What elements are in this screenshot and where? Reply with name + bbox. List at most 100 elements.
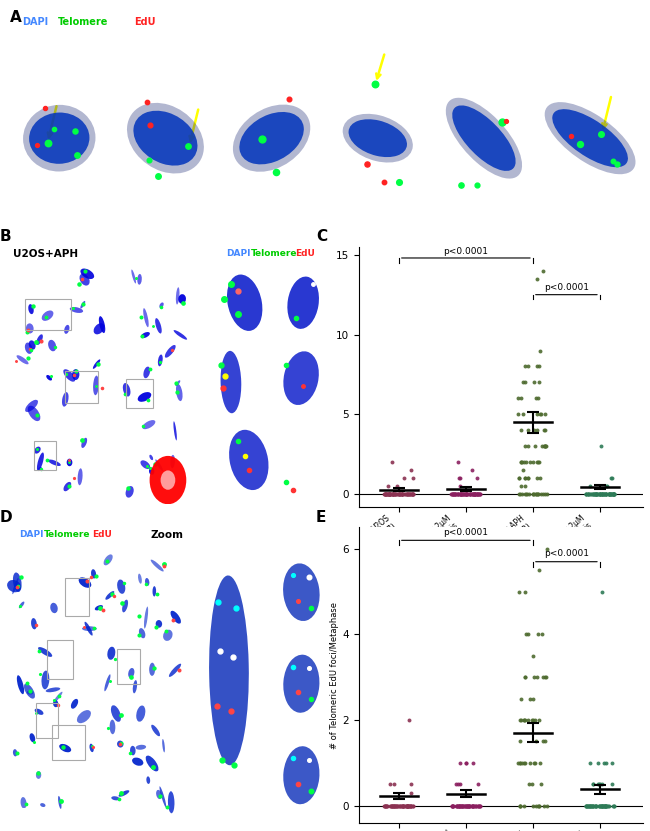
- Point: [462, 488, 472, 501]
- Point: [458, 488, 469, 501]
- Point: [389, 799, 399, 812]
- Point: [463, 799, 474, 812]
- Point: [382, 799, 392, 812]
- Point: [515, 799, 526, 812]
- Point: [403, 799, 413, 812]
- Point: [402, 488, 413, 501]
- Point: [538, 488, 548, 501]
- Point: [535, 344, 545, 357]
- Point: [591, 488, 601, 501]
- Point: [597, 799, 607, 812]
- Point: [600, 799, 610, 812]
- Text: Telomere: Telomere: [57, 17, 108, 27]
- Point: [395, 488, 406, 501]
- Point: [539, 440, 549, 453]
- Point: [531, 391, 541, 405]
- Point: [386, 799, 396, 812]
- Point: [384, 488, 394, 501]
- Point: [537, 440, 547, 453]
- Text: E: E: [316, 509, 326, 524]
- Point: [514, 488, 525, 501]
- Point: [519, 455, 529, 469]
- Point: [586, 488, 596, 501]
- Point: [398, 799, 408, 812]
- Point: [399, 488, 410, 501]
- Text: A: A: [10, 11, 21, 26]
- Point: [532, 424, 542, 437]
- Point: [408, 488, 418, 501]
- Point: [461, 799, 471, 812]
- Point: [404, 713, 414, 726]
- Point: [474, 799, 484, 812]
- Point: [523, 471, 533, 484]
- Point: [515, 799, 525, 812]
- Point: [519, 713, 530, 726]
- Point: [402, 799, 412, 812]
- Point: [590, 488, 600, 501]
- Point: [380, 488, 391, 501]
- Point: [402, 799, 412, 812]
- Point: [393, 488, 404, 501]
- Point: [534, 455, 544, 469]
- Point: [386, 799, 396, 812]
- Point: [452, 488, 463, 501]
- Text: p<0.0001: p<0.0001: [443, 247, 488, 256]
- Point: [533, 627, 543, 641]
- Point: [585, 799, 595, 812]
- Point: [538, 264, 549, 278]
- Point: [537, 627, 547, 641]
- Point: [521, 488, 532, 501]
- Point: [585, 479, 595, 493]
- Point: [470, 488, 480, 501]
- Point: [532, 799, 543, 812]
- Point: [392, 479, 402, 493]
- Point: [519, 471, 530, 484]
- Point: [583, 488, 593, 501]
- Point: [517, 455, 527, 469]
- Point: [452, 799, 462, 812]
- Point: [394, 488, 404, 501]
- Point: [455, 471, 465, 484]
- Point: [387, 799, 398, 812]
- Point: [406, 799, 416, 812]
- Point: [402, 488, 413, 501]
- Point: [387, 799, 397, 812]
- Point: [448, 488, 459, 501]
- Point: [467, 799, 478, 812]
- Point: [538, 735, 549, 748]
- Point: [523, 424, 534, 437]
- Point: [538, 799, 549, 812]
- Point: [597, 799, 607, 812]
- Text: Telomere: Telomere: [44, 530, 91, 539]
- Point: [516, 455, 526, 469]
- Point: [591, 799, 601, 812]
- Point: [404, 799, 414, 812]
- Point: [391, 799, 402, 812]
- Point: [473, 799, 484, 812]
- Point: [464, 799, 474, 812]
- Point: [519, 713, 529, 726]
- Point: [520, 756, 530, 770]
- Point: [532, 488, 542, 501]
- Point: [591, 799, 601, 812]
- Point: [604, 799, 614, 812]
- Point: [513, 391, 523, 405]
- Point: [396, 488, 407, 501]
- Point: [534, 799, 544, 812]
- Point: [406, 464, 417, 477]
- Point: [404, 488, 414, 501]
- Point: [601, 488, 611, 501]
- Point: [599, 799, 609, 812]
- Point: [589, 488, 599, 501]
- Point: [388, 488, 398, 501]
- Point: [458, 488, 469, 501]
- Point: [465, 488, 475, 501]
- Point: [580, 488, 591, 501]
- Point: [454, 799, 465, 812]
- Point: [473, 488, 484, 501]
- Point: [515, 692, 526, 706]
- Point: [450, 488, 461, 501]
- Point: [389, 799, 400, 812]
- Point: [581, 799, 592, 812]
- Point: [385, 488, 395, 501]
